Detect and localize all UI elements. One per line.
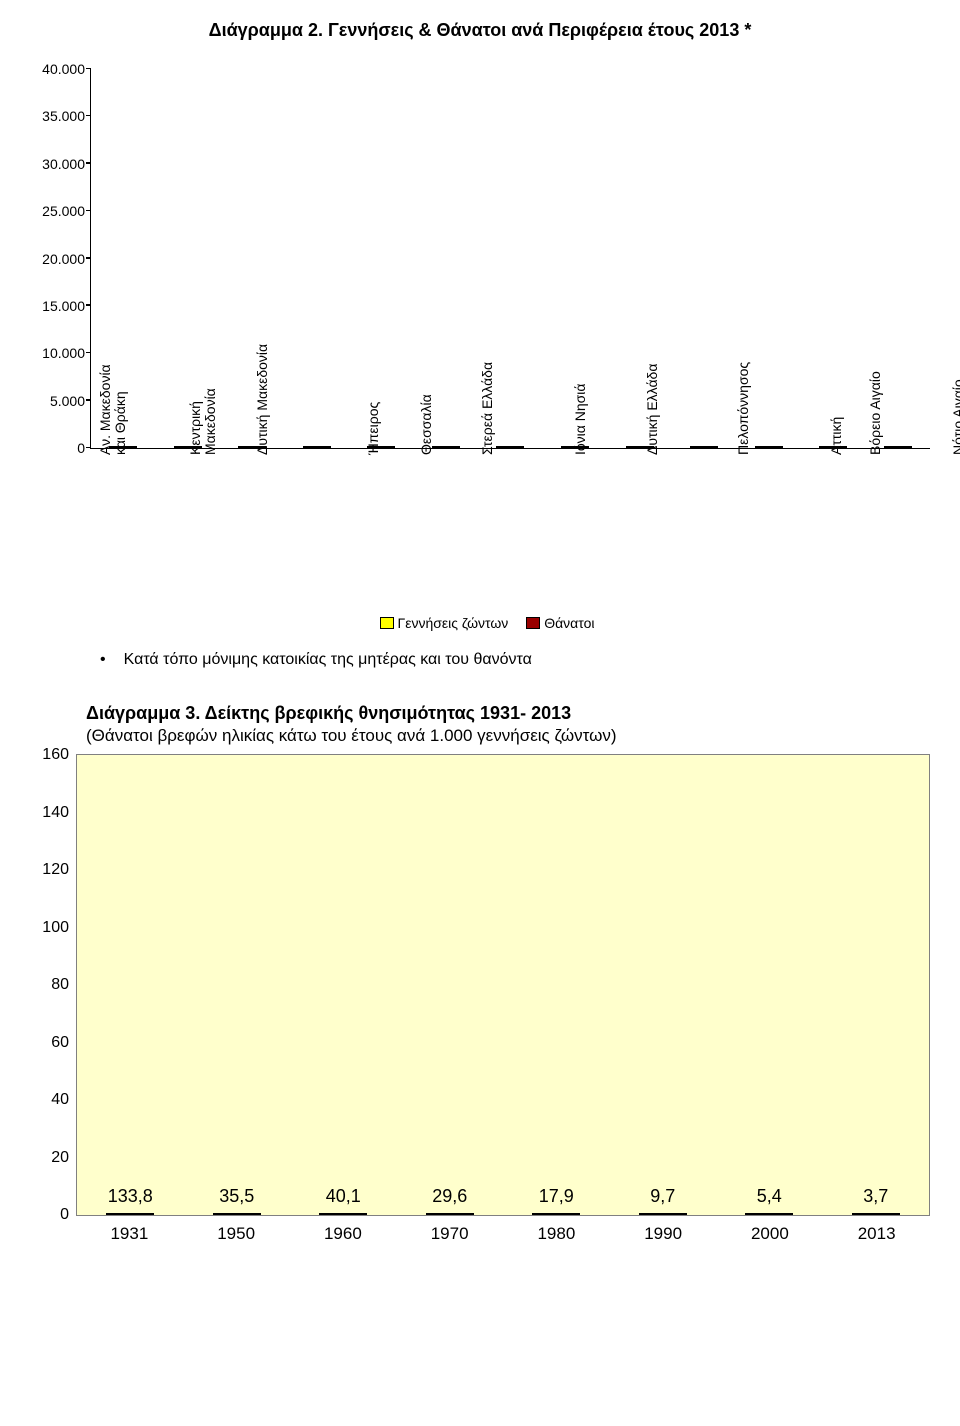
legend-swatch-births <box>380 617 394 629</box>
chart1-ytick-label: 5.000 <box>50 393 91 409</box>
chart2-title: Διάγραμμα 3. Δείκτης βρεφικής θνησιμότητ… <box>86 703 930 724</box>
chart1-xtick-label: Δυτική Ελλάδα <box>645 364 676 455</box>
chart2-group: 40,1 <box>290 1186 397 1215</box>
chart2-value-label: 40,1 <box>326 1186 361 1207</box>
chart2-ytick-label: 60 <box>51 1034 77 1052</box>
chart1-ytick-label: 0 <box>77 440 91 456</box>
chart1-xtick-label: Θεσσαλία <box>419 394 450 455</box>
chart2-xtick-label: 2000 <box>717 1224 824 1244</box>
legend-label-births: Γεννήσεις ζώντων <box>398 615 509 631</box>
chart1-ytick-label: 25.000 <box>42 203 91 219</box>
chart2-bar <box>745 1213 793 1215</box>
chart2-ytick-label: 0 <box>60 1206 77 1224</box>
chart2-xtick-label: 1970 <box>396 1224 503 1244</box>
chart2-value-label: 35,5 <box>219 1186 254 1207</box>
chart2-value-label: 17,9 <box>539 1186 574 1207</box>
chart2-bar <box>426 1213 474 1215</box>
chart2-group: 35,5 <box>184 1186 291 1215</box>
chart1-bar <box>690 446 704 448</box>
chart1-xtick-label: Βόρειο Αιγαίο <box>868 371 899 455</box>
chart2-xtick-label: 1960 <box>290 1224 397 1244</box>
chart1-ytick-label: 20.000 <box>42 251 91 267</box>
chart1-xtick-label: Αττική <box>829 417 860 455</box>
chart1-xtick-label: Δυτική Μακεδονία <box>255 344 286 455</box>
chart2-group: 17,9 <box>503 1186 610 1215</box>
chart1-ytick-label: 35.000 <box>42 108 91 124</box>
chart2-bar <box>213 1213 261 1215</box>
chart2-ytick-label: 20 <box>51 1149 77 1167</box>
chart1-bar <box>769 446 783 448</box>
chart1-xtick-label: Ιόνια Νησιά <box>573 383 604 455</box>
chart1-xtick-label: Αν. Μακεδονία και Θράκη <box>98 364 129 455</box>
chart2-value-label: 133,8 <box>108 1186 153 1207</box>
chart2-group: 133,8 <box>77 1186 184 1215</box>
chart1-bar <box>238 446 252 448</box>
chart2-plot-area: 133,835,540,129,617,99,75,43,7 020406080… <box>76 754 930 1216</box>
chart2-value-label: 29,6 <box>432 1186 467 1207</box>
chart1-xtick-label: Ήπειρος <box>366 402 397 455</box>
chart1-x-axis: Αν. Μακεδονία και ΘράκηΚεντρική Μακεδονί… <box>90 455 960 486</box>
chart1-group <box>672 446 737 448</box>
chart1-legend: Γεννήσεις ζώντων Θάνατοι <box>30 615 930 631</box>
chart1-group <box>285 446 350 448</box>
chart2-group: 3,7 <box>823 1186 930 1215</box>
chart2-xtick-label: 1980 <box>503 1224 610 1244</box>
chart2-bar <box>532 1213 580 1215</box>
chart2-xtick-label: 1931 <box>76 1224 183 1244</box>
chart2-ytick-label: 120 <box>42 861 77 879</box>
chart1-xtick-label: Πελοπόννησος <box>736 362 767 455</box>
chart1-ytick-label: 10.000 <box>42 345 91 361</box>
chart2-subtitle: (Θάνατοι βρεφών ηλικίας κάτω του έτους α… <box>86 726 930 746</box>
chart2-xtick-label: 2013 <box>823 1224 930 1244</box>
chart1-bar <box>510 446 524 448</box>
chart2-bar <box>319 1213 367 1215</box>
chart2-value-label: 5,4 <box>757 1186 782 1207</box>
chart1-bar <box>626 446 640 448</box>
chart2-group: 9,7 <box>610 1186 717 1215</box>
chart1-bar <box>303 446 317 448</box>
chart1-title: Διάγραμμα 2. Γεννήσεις & Θάνατοι ανά Περ… <box>30 20 930 41</box>
chart1-ytick-label: 30.000 <box>42 156 91 172</box>
chart2-group: 29,6 <box>397 1186 504 1215</box>
chart2-value-label: 9,7 <box>650 1186 675 1207</box>
chart2-group: 5,4 <box>716 1186 823 1215</box>
chart2-value-label: 3,7 <box>863 1186 888 1207</box>
chart2: 133,835,540,129,617,99,75,43,7 020406080… <box>76 754 930 1244</box>
chart1-xtick-label: Νότιο Αιγαίο <box>951 379 960 455</box>
chart1: 05.00010.00015.00020.00025.00030.00035.0… <box>90 69 930 609</box>
chart1-bar <box>704 446 718 448</box>
chart1-bar <box>898 446 912 448</box>
chart1-xtick-label: Στερεά Ελλάδα <box>480 362 511 455</box>
chart2-bar <box>639 1213 687 1215</box>
chart1-ytick-label: 15.000 <box>42 298 91 314</box>
chart1-xtick-label: Κεντρική Μακεδονία <box>188 388 219 455</box>
chart2-bars: 133,8 35,5 40,1 29,6 17,9 9,7 5,4 3,7 <box>77 755 929 1215</box>
chart2-bar <box>106 1213 154 1215</box>
chart2-ytick-label: 140 <box>42 804 77 822</box>
chart2-ytick-label: 160 <box>42 746 77 764</box>
chart1-ytick-label: 40.000 <box>42 61 91 77</box>
chart1-footnote: Κατά τόπο μόνιμης κατοικίας της μητέρας … <box>100 651 930 669</box>
chart2-xtick-label: 1950 <box>183 1224 290 1244</box>
chart2-bar <box>852 1213 900 1215</box>
chart2-x-axis: 19311950196019701980199020002013 <box>76 1224 930 1244</box>
legend-swatch-deaths <box>526 617 540 629</box>
chart2-xtick-label: 1990 <box>610 1224 717 1244</box>
chart1-bar <box>317 446 331 448</box>
legend-label-deaths: Θάνατοι <box>544 615 594 631</box>
chart2-ytick-label: 80 <box>51 976 77 994</box>
chart2-ytick-label: 100 <box>42 919 77 937</box>
chart2-ytick-label: 40 <box>51 1091 77 1109</box>
chart1-bar <box>174 446 188 448</box>
